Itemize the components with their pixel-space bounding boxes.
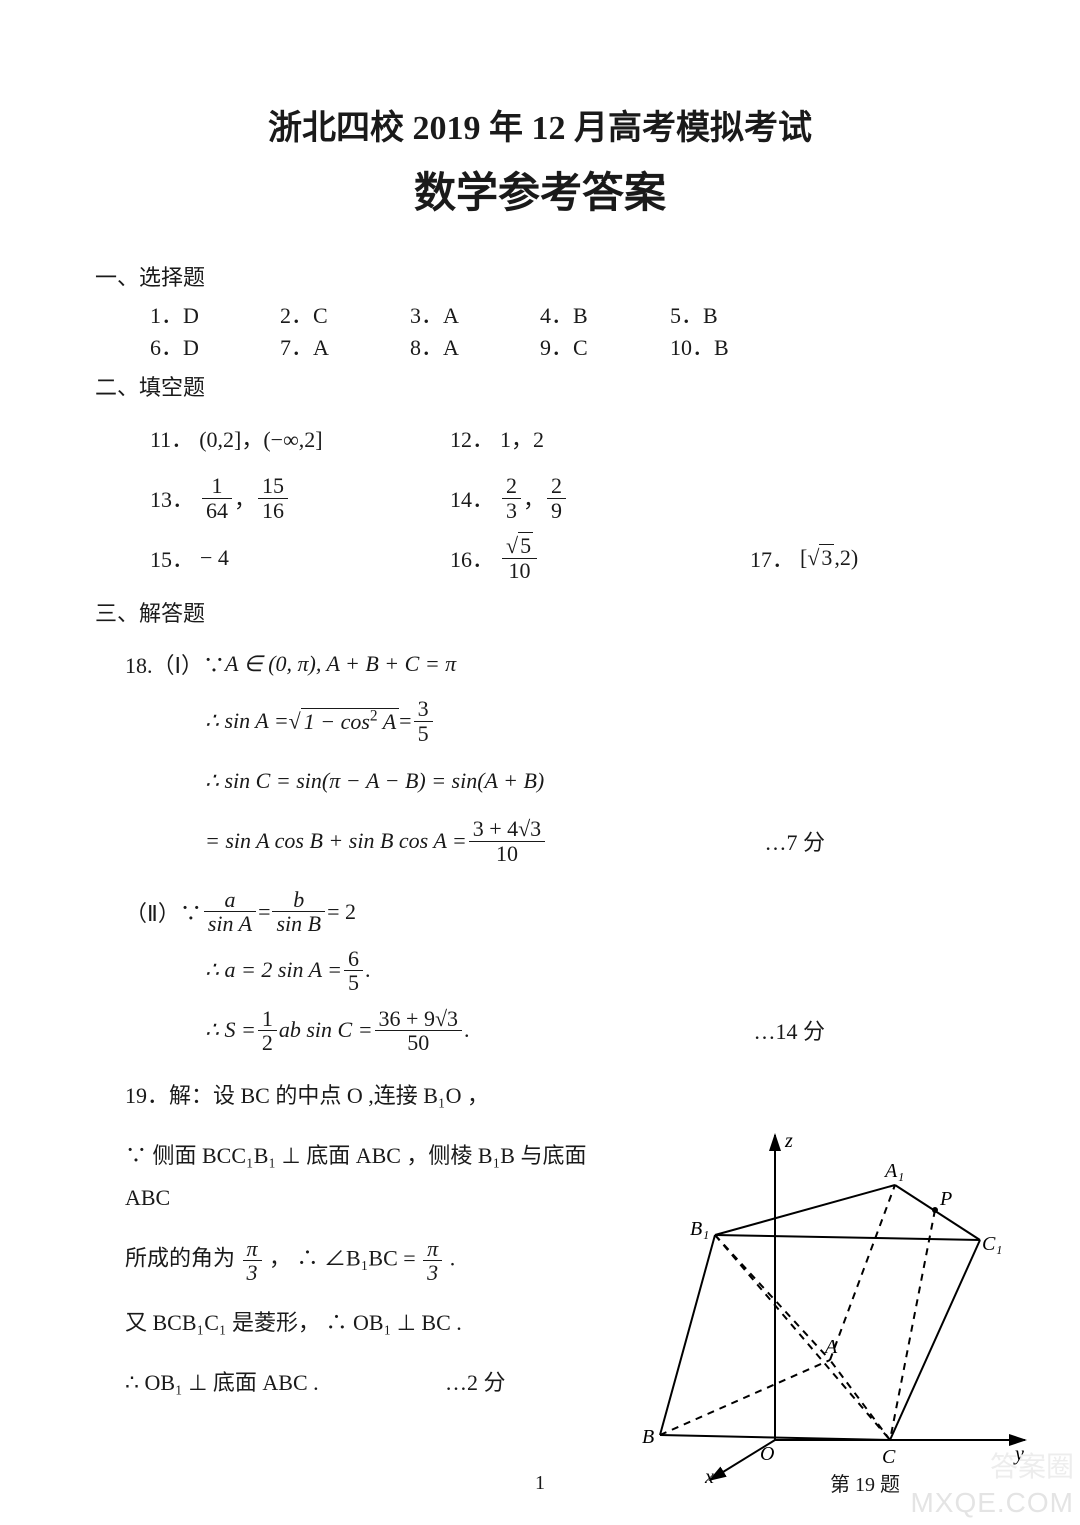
fill-row: 13． 164 ， 1516 14． 23 ， 29 [150,468,985,528]
mc-answer: 6．D [150,330,280,362]
p19-l2: ∵ 侧面 BCC₁B₁ ⊥ 底面 ABC ，侧棱 B₁B 与底面 ABC [125,1135,605,1219]
p19-l3: 所成的角为 π3 ， ∴ ∠B₁BC = π3 . [125,1237,605,1284]
mc-answer: 9．C [540,330,670,362]
mc-answer: 1．D [150,298,280,330]
mc-answer: 4．B [540,298,670,330]
q-num: 16． [450,542,494,574]
frac: asin A [204,888,256,935]
sep: ， [523,482,545,514]
lbl-C: C [882,1446,896,1468]
sqrt: √1 − cos2 A [289,707,400,734]
frac: √5 10 [502,534,537,581]
axis-z: z [784,1130,793,1152]
txt: ∴ sin A = [205,708,289,734]
q12: 1，2 [500,422,544,454]
txt: ab sin C = [279,1017,373,1043]
q-num: 15． [150,542,194,574]
q-num: 11． [150,422,193,454]
frac: 36 + 9√350 [375,1007,462,1054]
p19-l4: 又 BCB₁C₁ 是菱形， ∴ OB₁ ⊥ BC . [125,1302,605,1344]
diagram-svg: z y x O B C A B₁ C₁ A₁ P [620,1125,1040,1485]
section-mc: 一、选择题 [95,260,985,292]
q-num: 12． [450,422,494,454]
p18-ii: （Ⅱ）∵ [125,896,202,928]
geometry-diagram: z y x O B C A B₁ C₁ A₁ P 第 19 题 [620,1125,1040,1495]
p19-l1: 19．解：设 BC 的中点 O ,连接 B₁O ， [125,1075,605,1117]
exam-title: 浙北四校 2019 年 12 月高考模拟考试 [95,100,985,149]
p19-l5: ∴ OB₁ ⊥ 底面 ABC . …2 分 [125,1362,605,1404]
score-mark: …7 分 [764,825,825,857]
eq: = [258,899,270,925]
p18-head: 18.（Ⅰ）∵ [125,648,225,680]
eq: = [399,708,411,734]
section-fill: 二、填空题 [95,370,985,402]
q17: [√3,2) [800,545,858,571]
lbl-B: B [642,1426,654,1448]
frac: 1516 [258,474,288,521]
mc-answer: 3．A [410,298,540,330]
q-num: 13． [150,482,194,514]
watermark-text: MXQE.COM [910,1487,1074,1519]
frac: 35 [414,697,433,744]
lbl-A: A [823,1336,838,1358]
frac: π3 [243,1237,262,1284]
lbl-C1: C₁ [982,1233,1002,1255]
section-free: 三、解答题 [95,596,985,628]
tail: . [365,957,371,983]
frac: 12 [258,1007,277,1054]
p18-l3: ∴ sin C = sin(π − A − B) = sin(A + B) [205,768,544,794]
frac: 3 + 4√310 [469,817,545,864]
frac: 65 [344,947,363,994]
sep: ， [234,482,256,514]
mc-row-1: 1．D 2．C 3．A 4．B 5．B [150,298,985,330]
score-mark: …2 分 [445,1362,506,1404]
fill-row: 15．− 4 16． √5 10 17． [√3,2) [150,528,985,588]
watermark-icon: 答案圈 [990,1445,1074,1485]
q-num: 17． [750,542,794,574]
tail: = 2 [327,899,356,925]
score-mark: …14 分 [753,1014,825,1046]
frac: π3 [423,1237,442,1284]
lbl-A1: A₁ [883,1160,904,1182]
q-num: 14． [450,482,494,514]
page: 浙北四校 2019 年 12 月高考模拟考试 数学参考答案 一、选择题 1．D … [0,0,1080,1525]
mc-answer: 8．A [410,330,540,362]
mc-answer: 5．B [670,298,800,330]
frac: bsin B [272,888,325,935]
problem-19: 19．解：设 BC 的中点 O ,连接 B₁O ， ∵ 侧面 BCC₁B₁ ⊥ … [125,1075,605,1403]
q15: − 4 [200,545,229,571]
fill-row: 11．(0,2]，(−∞,2] 12．1，2 [150,408,985,468]
frac: 164 [202,474,232,521]
mc-answer: 7．A [280,330,410,362]
mc-answer: 10．B [670,330,800,362]
frac: 23 [502,474,521,521]
mc-answer: 2．C [280,298,410,330]
lbl-B1: B₁ [690,1218,709,1240]
subject-title: 数学参考答案 [95,159,985,220]
q11: (0,2]，(−∞,2] [199,422,322,454]
mc-row-2: 6．D 7．A 8．A 9．C 10．B [150,330,985,362]
p18-l1: A ∈ (0, π), A + B + C = π [225,651,456,677]
problem-18: 18.（Ⅰ）∵ A ∈ (0, π), A + B + C = π ∴ sin … [125,642,985,1055]
tail: . [464,1017,470,1043]
txt: ∴ a = 2 sin A = [205,957,342,983]
lbl-O: O [760,1443,774,1465]
txt: = sin A cos B + sin B cos A = [205,828,467,854]
frac: 29 [547,474,566,521]
txt: ∴ S = [205,1017,256,1043]
lbl-P: P [939,1188,952,1210]
